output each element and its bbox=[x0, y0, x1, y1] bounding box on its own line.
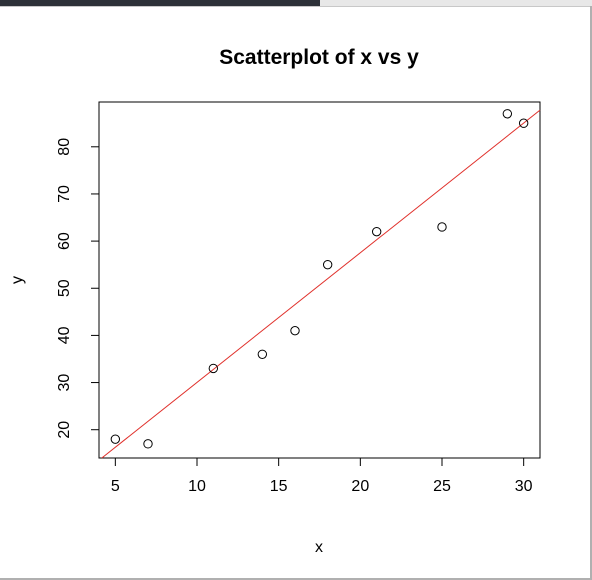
data-point bbox=[143, 439, 153, 449]
x-tick-label: 15 bbox=[270, 478, 288, 495]
y-tick-label: 50 bbox=[56, 279, 73, 297]
data-point bbox=[322, 259, 333, 270]
window-bottom-border bbox=[0, 578, 592, 580]
x-tick-label: 20 bbox=[351, 478, 369, 495]
x-tick-label: 10 bbox=[188, 478, 206, 495]
data-point bbox=[437, 222, 447, 232]
x-tick-label: 30 bbox=[515, 478, 533, 495]
y-tick-label: 30 bbox=[56, 374, 73, 392]
y-tick-label: 20 bbox=[56, 421, 73, 439]
plot-box bbox=[98, 101, 541, 459]
x-axis-label: x bbox=[315, 539, 323, 556]
data-point bbox=[290, 325, 300, 336]
window-right-border bbox=[590, 6, 592, 580]
y-tick-label: 80 bbox=[56, 138, 73, 156]
y-tick-label: 70 bbox=[56, 185, 73, 203]
fit-line-layer bbox=[101, 109, 541, 459]
x-tick-label: 5 bbox=[111, 478, 120, 495]
data-point bbox=[208, 363, 219, 374]
data-point bbox=[502, 109, 513, 119]
x-tick-label: 25 bbox=[433, 478, 451, 495]
data-point bbox=[257, 349, 268, 359]
x-axis: 5 10 15 20 25 30 bbox=[111, 457, 533, 495]
data-point bbox=[518, 118, 529, 128]
fit-line bbox=[101, 109, 541, 459]
y-axis: 20 30 40 50 60 70 80 bbox=[56, 138, 100, 439]
y-axis-label: y bbox=[9, 276, 26, 284]
points-layer bbox=[110, 109, 529, 449]
y-tick-label: 40 bbox=[56, 326, 73, 344]
chart-title: Scatterplot of x vs y bbox=[219, 46, 419, 69]
y-tick-label: 60 bbox=[56, 232, 73, 250]
data-point bbox=[371, 226, 382, 237]
window-title-strip bbox=[0, 0, 320, 6]
window-top-bar bbox=[0, 0, 592, 7]
data-point bbox=[110, 434, 121, 444]
